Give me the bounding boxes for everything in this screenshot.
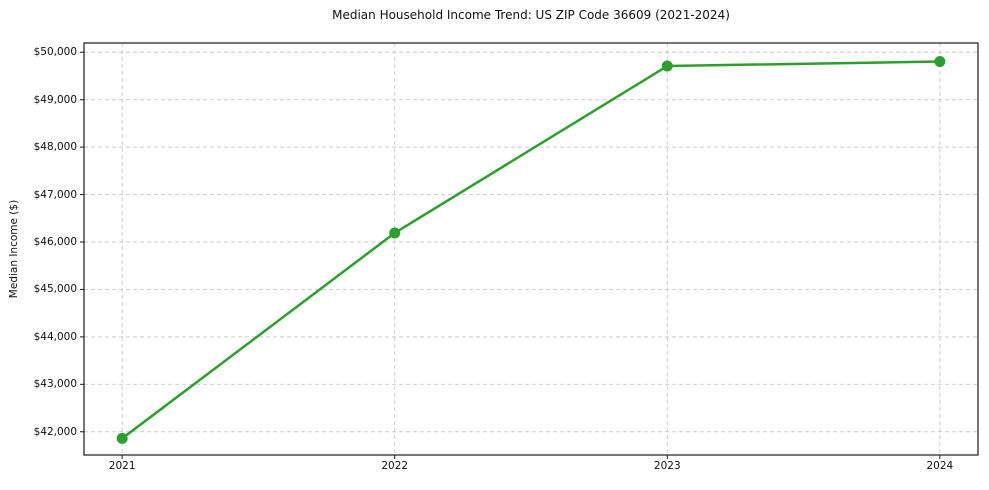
x-tick-label: 2022 xyxy=(381,460,409,472)
y-tick-label: $49,000 xyxy=(33,93,77,106)
plot-border xyxy=(83,42,979,456)
x-tick-label: 2021 xyxy=(108,460,136,472)
trend-line xyxy=(120,60,942,440)
data-point-marker xyxy=(389,227,401,239)
chart-title: Median Household Income Trend: US ZIP Co… xyxy=(332,8,730,22)
data-point-marker xyxy=(934,56,946,68)
y-tick-label: $47,000 xyxy=(33,188,77,201)
y-tick-label: $44,000 xyxy=(33,330,77,343)
y-tick-label: $45,000 xyxy=(33,283,77,296)
y-tick-label: $48,000 xyxy=(33,141,77,154)
y-tick-label: $42,000 xyxy=(33,425,77,438)
x-tick-label: 2023 xyxy=(653,460,681,472)
y-tick-label: $46,000 xyxy=(33,236,77,248)
x-tick-label: 2024 xyxy=(926,460,954,472)
y-tick-label: $50,000 xyxy=(33,46,77,59)
data-point-marker xyxy=(116,432,128,444)
y-tick-label: $43,000 xyxy=(33,378,77,391)
data-point-marker xyxy=(661,60,673,72)
